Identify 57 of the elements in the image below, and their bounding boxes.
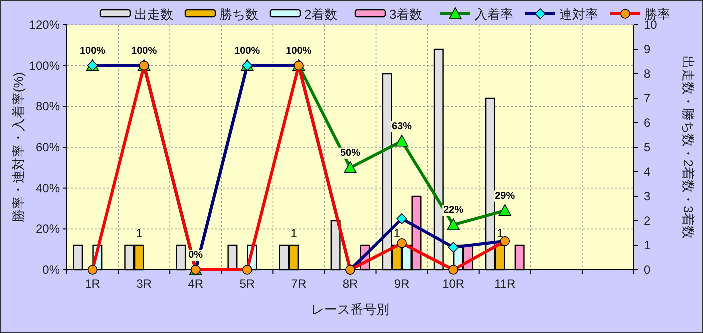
legend-label: 入着率 bbox=[474, 7, 514, 22]
x-tick-label: 11R bbox=[494, 277, 516, 291]
x-tick-label: 10R bbox=[442, 277, 465, 291]
y-tick-label: 80% bbox=[36, 100, 60, 114]
y2-tick-label: 1 bbox=[644, 238, 651, 252]
x-tick-label: 8R bbox=[342, 277, 358, 291]
legend-label: 勝率 bbox=[644, 7, 670, 22]
legend-label: 出走数 bbox=[134, 7, 174, 22]
x-tick-label: 7R bbox=[291, 277, 307, 291]
point bbox=[344, 162, 357, 174]
x-tick-label: 4R bbox=[188, 277, 204, 291]
legend-label: 勝ち数 bbox=[220, 7, 258, 22]
legend-label: 連対率 bbox=[560, 7, 598, 22]
x-axis-title: レース番号別 bbox=[312, 302, 390, 317]
y2-tick-label: 7 bbox=[644, 92, 651, 106]
point bbox=[397, 238, 407, 248]
y2-tick-label: 8 bbox=[644, 67, 651, 81]
legend-label: 2着数 bbox=[304, 7, 338, 22]
y2-tick-label: 9 bbox=[644, 42, 651, 56]
y-tick-label: 40% bbox=[36, 181, 60, 196]
y-tick-label: 0% bbox=[42, 263, 60, 277]
point bbox=[88, 265, 98, 275]
y-tick-label: 20% bbox=[36, 222, 60, 236]
label: 1 bbox=[136, 226, 143, 240]
label: 22% bbox=[442, 205, 465, 216]
point bbox=[396, 214, 408, 224]
x-tick-label: 9R bbox=[394, 277, 410, 291]
y-tick-label: 60% bbox=[36, 140, 60, 154]
x-tick-label: 5R bbox=[240, 277, 256, 291]
y2-tick-label: 6 bbox=[644, 116, 651, 130]
x-tick-label: 1R bbox=[85, 277, 101, 291]
y2-tick-label: 5 bbox=[644, 140, 651, 154]
point bbox=[448, 242, 459, 253]
label: 0% bbox=[188, 250, 204, 261]
point bbox=[447, 218, 460, 230]
y-tick-label: 120% bbox=[29, 18, 60, 32]
label: 63% bbox=[391, 121, 414, 132]
y2-tick-label: 3 bbox=[644, 190, 651, 204]
x-tick-label: 3R bbox=[136, 277, 152, 291]
label: 29% bbox=[494, 190, 516, 202]
point bbox=[498, 204, 512, 216]
legend-label: 3着数 bbox=[390, 7, 423, 22]
label: 100% bbox=[234, 46, 262, 57]
label: 100% bbox=[130, 46, 158, 57]
point bbox=[448, 265, 458, 275]
label: 1 bbox=[394, 226, 400, 240]
label: 100% bbox=[285, 46, 313, 57]
label: 1 bbox=[290, 226, 298, 240]
y2-tick-label: 4 bbox=[644, 165, 651, 179]
point bbox=[396, 134, 408, 147]
y-tick-label: 100% bbox=[29, 58, 60, 73]
y2-tick-label: 0 bbox=[644, 263, 651, 277]
y2-axis-title: 出走数・勝ち数・2着数・3着数 bbox=[681, 56, 696, 240]
label: 1 bbox=[496, 226, 504, 240]
y2-tick-label: 2 bbox=[644, 214, 651, 228]
point bbox=[242, 265, 252, 275]
y-axis-title: 勝率・連対率・入着率(%) bbox=[11, 72, 26, 223]
